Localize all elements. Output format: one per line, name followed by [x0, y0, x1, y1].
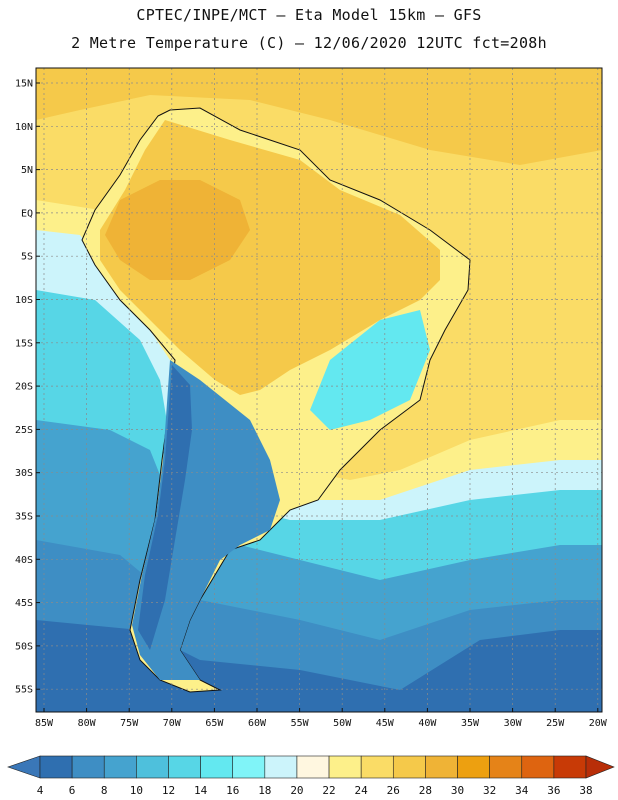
- map-field: [36, 68, 602, 712]
- colorbar-label: 4: [37, 784, 44, 797]
- longitude-label: 80W: [78, 718, 97, 729]
- colorbar-label: 38: [579, 784, 592, 797]
- latitude-label: 10N: [15, 122, 33, 133]
- latitude-label: 25S: [15, 425, 33, 436]
- title-line-1: CPTEC/INPE/MCT – Eta Model 15km – GFS: [136, 6, 482, 24]
- land-hot-region: [105, 180, 250, 280]
- colorbar-label: 20: [290, 784, 303, 797]
- longitude-label: 45W: [376, 718, 395, 729]
- longitude-label: 50W: [333, 718, 352, 729]
- colorbar-high-arrow: [585, 755, 615, 779]
- colorbar-label: 8: [101, 784, 108, 797]
- colorbar-swatch: [296, 755, 330, 779]
- colorbar-swatch: [39, 755, 73, 779]
- colorbar-swatch: [71, 755, 105, 779]
- longitude-label: 75W: [120, 718, 139, 729]
- colorbar-label: 26: [387, 784, 400, 797]
- colorbar-swatch: [360, 755, 394, 779]
- colorbar-swatch: [553, 755, 587, 779]
- ocean-band-warmer: [36, 68, 602, 165]
- colorbar-label: 18: [258, 784, 271, 797]
- colorbar-label: 10: [130, 784, 143, 797]
- colorbar-swatch: [168, 755, 201, 779]
- latitude-label: 15N: [15, 79, 33, 90]
- longitude-label: 25W: [546, 718, 565, 729]
- colorbar-label: 12: [162, 784, 175, 797]
- colorbar-label: 24: [355, 784, 369, 797]
- longitude-labels: 85W 80W 75W 70W 65W 60W 55W 50W 45W 40W 35W 30W 25W 2…: [35, 708, 608, 729]
- latitude-label: EQ: [21, 208, 33, 219]
- colorbar-label: 16: [226, 784, 239, 797]
- latitude-label: 10S: [15, 295, 33, 306]
- latitude-label: 35S: [15, 512, 33, 523]
- colorbar-swatch: [232, 755, 266, 779]
- longitude-label: 30W: [504, 718, 523, 729]
- colorbar-label: 14: [194, 784, 208, 797]
- latitude-label: 30S: [15, 468, 33, 479]
- colorbar-swatch: [264, 755, 298, 779]
- latitude-labels: 15N 10N 5N EQ 5S 10S 15S 20S 25S 30S 35S 40S 45S 50S 5…: [15, 79, 40, 696]
- colorbar-label: 32: [483, 784, 496, 797]
- latitude-label: 40S: [15, 555, 33, 566]
- latitude-label: 20S: [15, 382, 33, 393]
- longitude-label: 85W: [35, 718, 54, 729]
- colorbar-label: 36: [547, 784, 560, 797]
- colorbar-label: 6: [69, 784, 76, 797]
- colorbar-label: 28: [419, 784, 432, 797]
- longitude-label: 65W: [205, 718, 224, 729]
- longitude-label: 70W: [163, 718, 182, 729]
- map-frame: [35, 67, 603, 713]
- colorbar-label: 30: [451, 784, 464, 797]
- latitude-label: 5S: [21, 252, 33, 263]
- colorbar-swatch: [328, 755, 362, 779]
- colorbar-swatch: [457, 755, 490, 779]
- land-andes-cold: [138, 365, 192, 650]
- latitude-label: 45S: [15, 598, 33, 609]
- title-line-2: 2 Metre Temperature (C) – 12/06/2020 12U…: [71, 34, 547, 52]
- longitude-label: 60W: [248, 718, 267, 729]
- colorbar-swatch: [136, 755, 169, 779]
- latitude-label: 55S: [15, 685, 33, 696]
- colorbar-swatch: [521, 755, 555, 779]
- longitude-label: 20W: [589, 718, 608, 729]
- latitude-label: 15S: [15, 338, 33, 349]
- longitude-label: 55W: [291, 718, 310, 729]
- colorbar-swatch: [103, 755, 137, 779]
- colorbar-swatch: [392, 755, 426, 779]
- colorbar-label: 34: [515, 784, 529, 797]
- latitude-label: 50S: [15, 641, 33, 652]
- colorbar-low-arrow: [7, 755, 41, 779]
- colorbar-label: 22: [322, 784, 335, 797]
- colorbar: 4 6 8 10 12 14 16 18 20 22 24 26 28 30 32 34 36 38: [7, 755, 615, 797]
- latitude-label: 5N: [21, 165, 33, 176]
- colorbar-swatch: [489, 755, 523, 779]
- colorbar-swatch: [425, 755, 458, 779]
- longitude-label: 40W: [418, 718, 437, 729]
- longitude-label: 35W: [461, 718, 480, 729]
- colorbar-swatch: [200, 755, 234, 779]
- land-cool-highlands: [310, 310, 430, 430]
- graticule: [36, 68, 602, 712]
